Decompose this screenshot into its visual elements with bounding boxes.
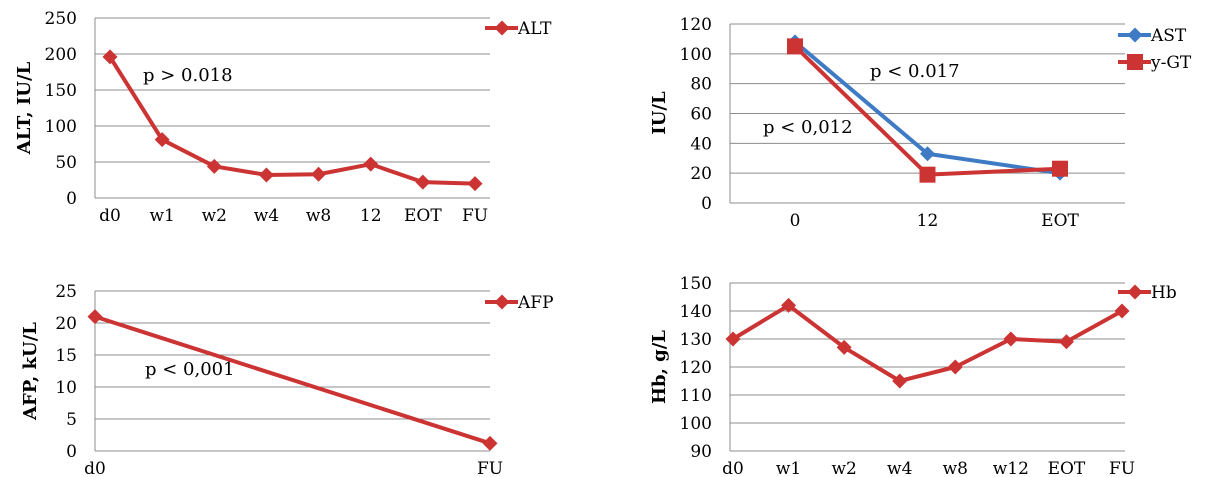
data-point-Hb	[1114, 303, 1130, 319]
data-point-Hb	[1058, 334, 1074, 350]
data-point-y-GT	[787, 38, 803, 55]
y-tick-label: 5	[66, 410, 77, 430]
y-tick-label: 100	[45, 117, 77, 137]
y-tick-label: 10	[55, 378, 77, 398]
p-value-annotation: p > 0.018	[143, 65, 233, 86]
x-tick-label: FU	[1109, 459, 1135, 477]
data-point-ALT	[258, 167, 274, 183]
data-point-Hb	[1003, 331, 1019, 347]
y-tick-label: 0	[66, 442, 77, 462]
legend-label: ALT	[517, 19, 552, 39]
data-point-Hb	[836, 339, 852, 355]
data-point-Hb	[781, 297, 797, 313]
y-tick-label: 0	[701, 194, 712, 214]
chart-alt: 0 50 100 150 200 250 d0 w1 w2 w4 w8 12 EOT FU ALT, IU/…	[14, 9, 552, 226]
p-value-annotation: p < 0,001	[145, 359, 235, 380]
y-tick-label: 250	[45, 9, 77, 29]
chart-ast-ggt: 0 20 40 60 80 100 120 0 12 EOT IU/L AST y-GT p < 0.01…	[649, 15, 1192, 231]
y-tick-label: 80	[690, 75, 712, 95]
x-tick-label: w2	[202, 206, 227, 226]
x-tick-label: d0	[99, 206, 121, 226]
y-tick-label: 150	[45, 81, 77, 101]
data-point-ALT	[363, 156, 379, 172]
legend-swatch-marker	[494, 20, 510, 36]
y-tick-label: 110	[680, 386, 712, 406]
x-tick-label: EOT	[404, 206, 442, 226]
p-value-annotation: p < 0.017	[870, 61, 960, 82]
legend-label: y-GT	[1150, 53, 1192, 73]
data-point-AFP	[482, 435, 498, 451]
legend-label: AST	[1150, 26, 1187, 46]
chart-afp: 0 5 10 15 20 25 d0 FU AFP, kU/L AFP p < 0,001	[20, 282, 554, 477]
data-point-ALT	[415, 174, 431, 190]
x-tick-label: w1	[776, 459, 801, 477]
y-tick-label: 20	[55, 314, 77, 334]
x-tick-label: w1	[149, 206, 174, 226]
series-line-ALT	[108, 55, 476, 186]
y-tick-label: 25	[55, 282, 77, 302]
y-tick-label: 20	[690, 164, 712, 184]
data-point-Hb	[725, 331, 741, 347]
p-value-annotation: p < 0,012	[763, 117, 853, 138]
x-tick-label: d0	[722, 459, 744, 477]
y-axis-label: IU/L	[649, 91, 670, 135]
x-tick-label: 0	[790, 211, 801, 231]
y-tick-label: 120	[680, 358, 712, 378]
data-point-ALT	[467, 176, 483, 192]
x-tick-label: w8	[306, 206, 331, 226]
legend-swatch-marker	[1127, 27, 1143, 43]
x-tick-label: w4	[887, 459, 912, 477]
y-tick-label: 100	[680, 414, 712, 434]
data-point-Hb	[947, 359, 963, 375]
x-tick-label: FU	[462, 206, 488, 226]
legend-swatch-marker	[494, 294, 510, 310]
x-tick-label: EOT	[1041, 211, 1079, 231]
series-line-Hb	[731, 303, 1123, 383]
x-tick-label: w8	[943, 459, 968, 477]
data-point-y-GT	[919, 166, 936, 183]
y-tick-label: 40	[690, 134, 712, 154]
data-point-ALT	[311, 166, 327, 182]
x-tick-label: w4	[254, 206, 279, 226]
y-axis-label: Hb, g/L	[649, 330, 670, 404]
x-tick-label: EOT	[1048, 459, 1086, 477]
x-tick-label: 12	[917, 211, 939, 231]
y-tick-label: 140	[680, 302, 712, 322]
y-tick-label: 15	[55, 346, 77, 366]
y-tick-label: 90	[690, 442, 712, 462]
x-tick-label: 12	[360, 206, 382, 226]
chart-hb: 90 100 110 120 130 140 150 d0 w1 w2 w4 w8 w12 EOT FU Hb…	[649, 274, 1177, 477]
legend-label: AFP	[517, 293, 554, 313]
data-point-y-GT	[1052, 160, 1068, 177]
x-tick-label: FU	[477, 459, 503, 477]
y-axis-label: ALT, IU/L	[14, 61, 35, 155]
data-point-ALT	[206, 158, 222, 174]
x-tick-label: w2	[831, 459, 856, 477]
y-tick-label: 60	[690, 105, 712, 125]
y-axis-label: AFP, kU/L	[20, 322, 41, 421]
y-tick-label: 50	[55, 153, 77, 173]
y-tick-label: 130	[680, 330, 712, 350]
legend-swatch-marker	[1127, 284, 1143, 300]
data-point-AFP	[87, 309, 103, 325]
y-tick-label: 100	[680, 45, 712, 65]
series-line-AFP	[94, 314, 491, 446]
x-tick-label: d0	[84, 459, 106, 477]
x-tick-label: w12	[993, 459, 1029, 477]
legend-swatch-marker	[1127, 54, 1143, 70]
y-tick-label: 150	[680, 274, 712, 294]
y-tick-label: 200	[45, 45, 77, 65]
y-tick-label: 0	[66, 189, 77, 209]
data-point-Hb	[892, 373, 908, 389]
data-point-ALT	[102, 49, 118, 65]
legend-label: Hb	[1151, 283, 1177, 303]
y-tick-label: 120	[680, 15, 712, 35]
data-point-ALT	[154, 132, 170, 148]
data-point-AST	[920, 146, 935, 162]
